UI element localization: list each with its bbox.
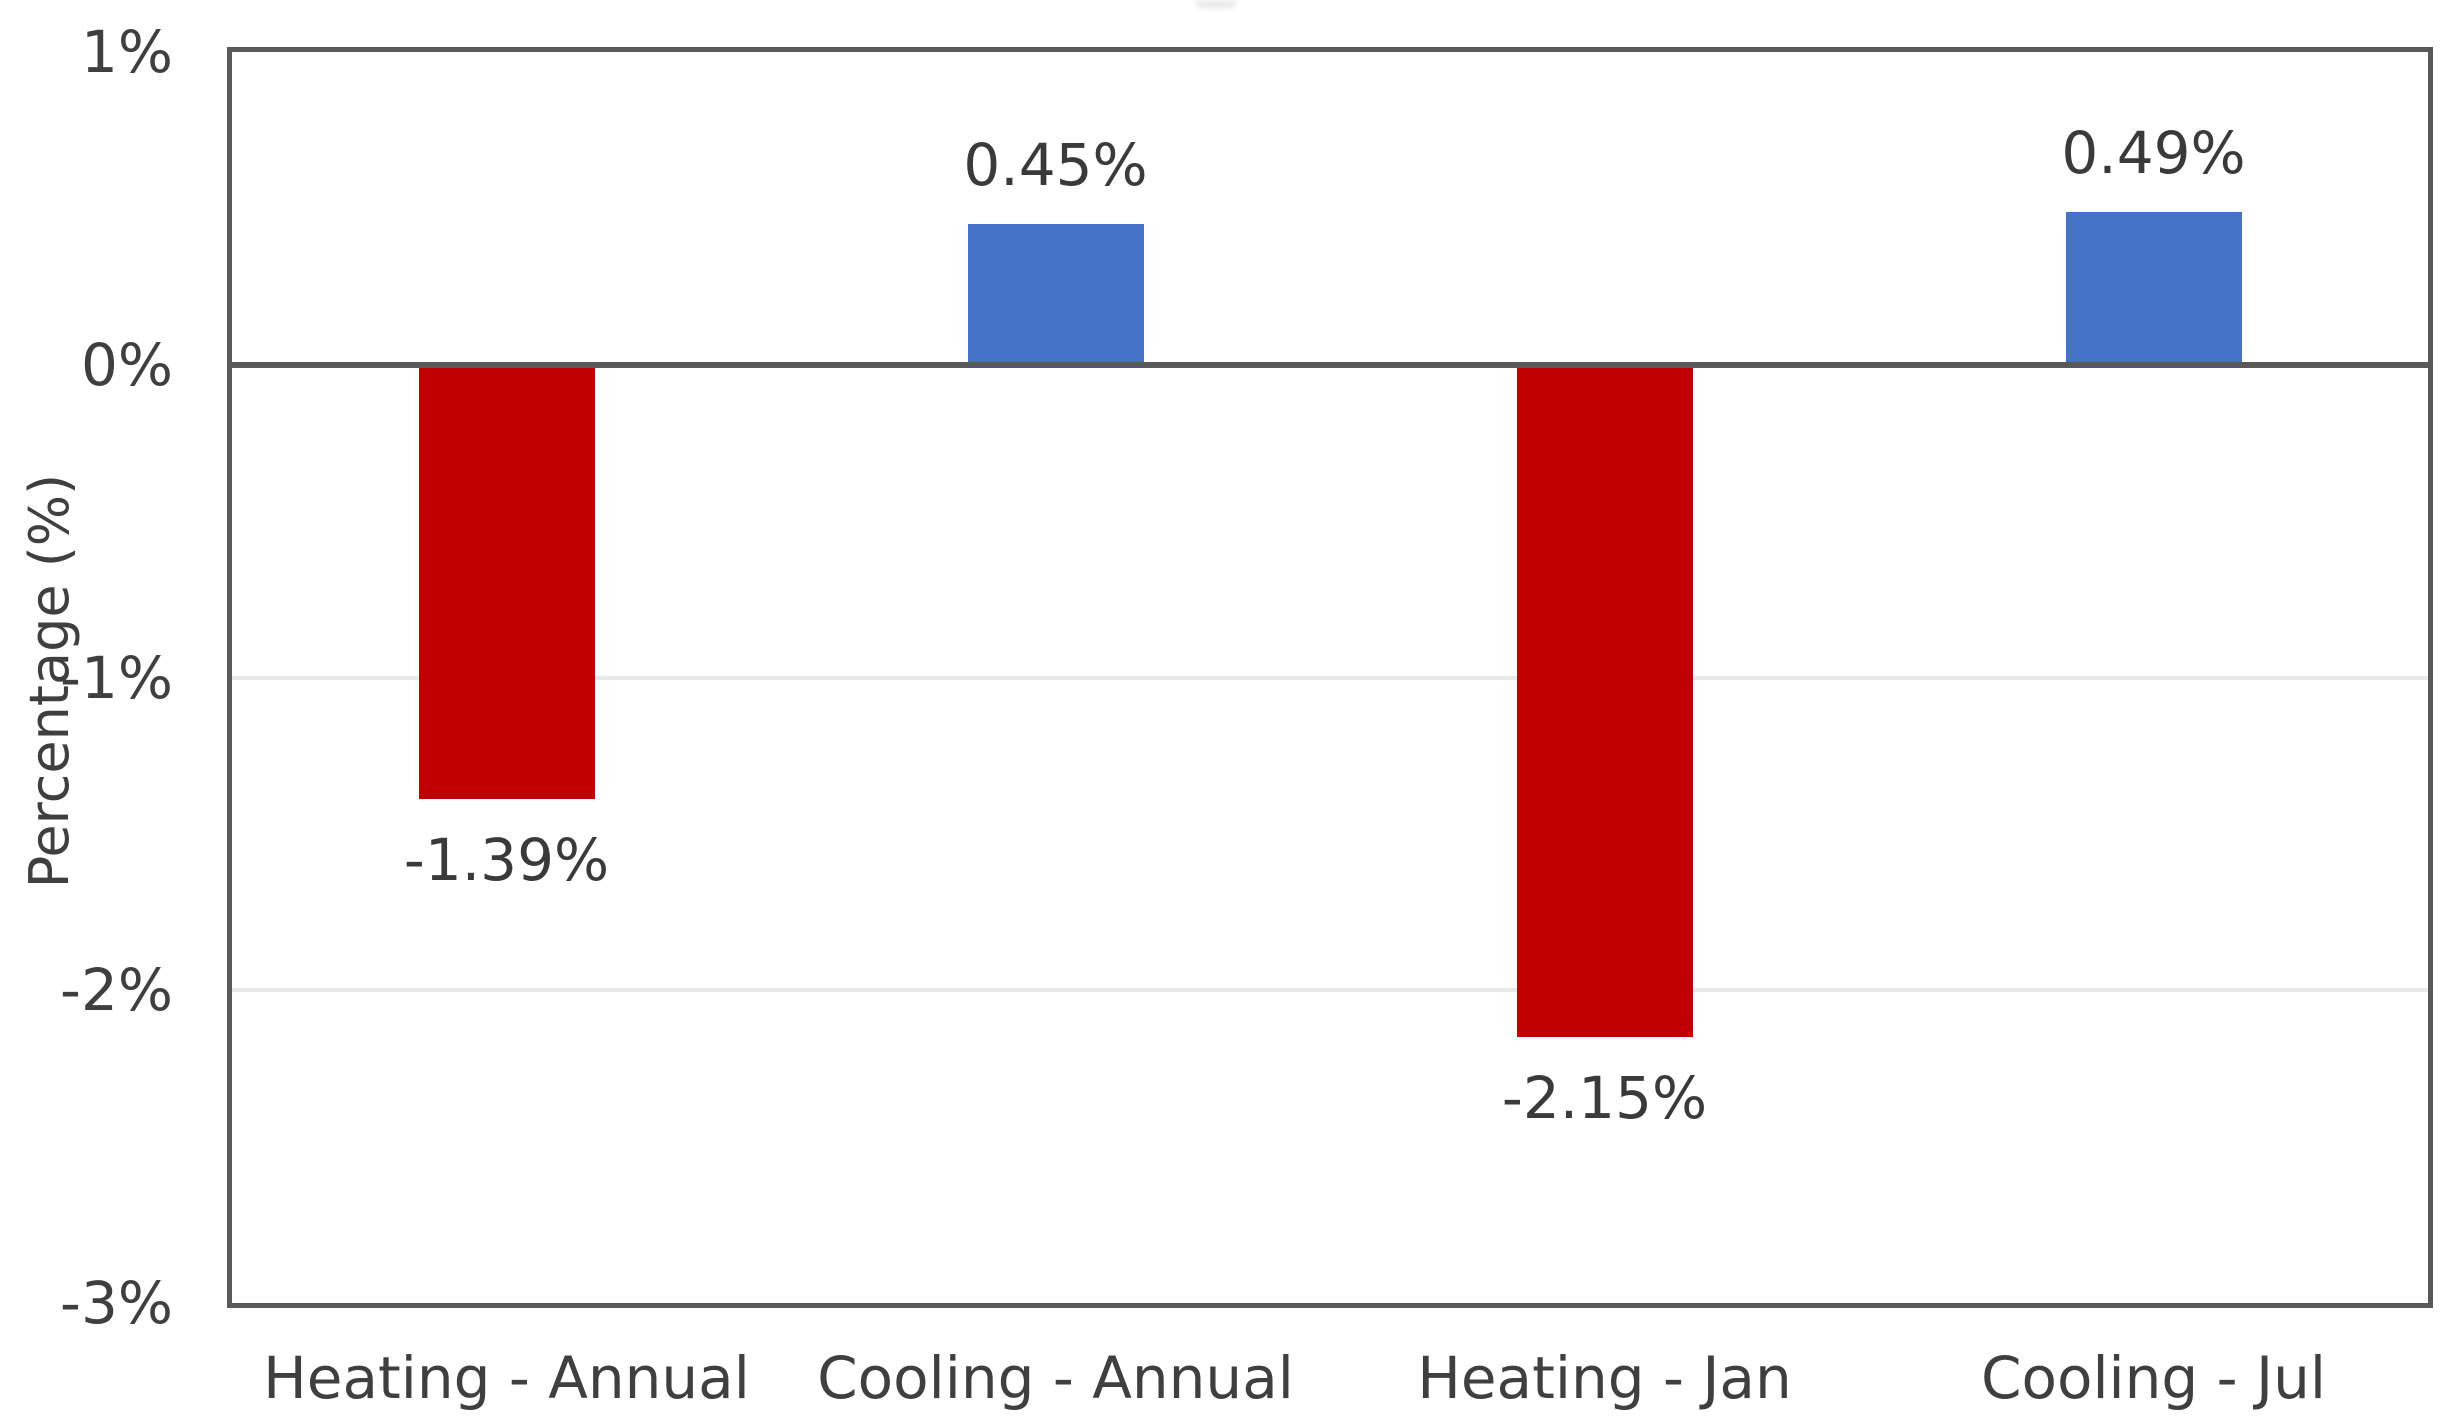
y-tick-label-1: -1% — [60, 643, 173, 712]
gridline--1pct — [232, 675, 2428, 680]
x-tick-label-cooling-jul: Cooling - Jul — [1980, 1344, 2327, 1412]
y-tick-label-1: 1% — [80, 18, 173, 86]
data-label-cooling-jul: 0.49% — [2061, 118, 2246, 187]
data-label-heating-jan: -2.15% — [1501, 1064, 1708, 1133]
x-tick-label-cooling-annual: Cooling - Annual — [817, 1344, 1294, 1412]
y-tick-label-3: -3% — [60, 1269, 173, 1337]
gridline--2pct — [232, 988, 2428, 993]
x-tick-label-heating-jan: Heating - Jan — [1417, 1344, 1792, 1412]
bar-heating-jan — [1516, 364, 1693, 1038]
data-label-cooling-annual: 0.45% — [963, 131, 1148, 199]
bar-cooling-jul — [2065, 211, 2242, 365]
data-label-heating-annual: -1.39% — [403, 826, 610, 895]
bar-heating-annual — [418, 364, 595, 800]
screenshot-edge-artifact — [1195, 0, 1237, 9]
bar-cooling-annual — [967, 224, 1144, 365]
y-tick-label-2: -2% — [60, 956, 173, 1025]
y-tick-label-0: 0% — [80, 330, 173, 399]
x-tick-label-heating-annual: Heating - Annual — [263, 1344, 750, 1412]
zero-axis-line — [232, 361, 2428, 368]
